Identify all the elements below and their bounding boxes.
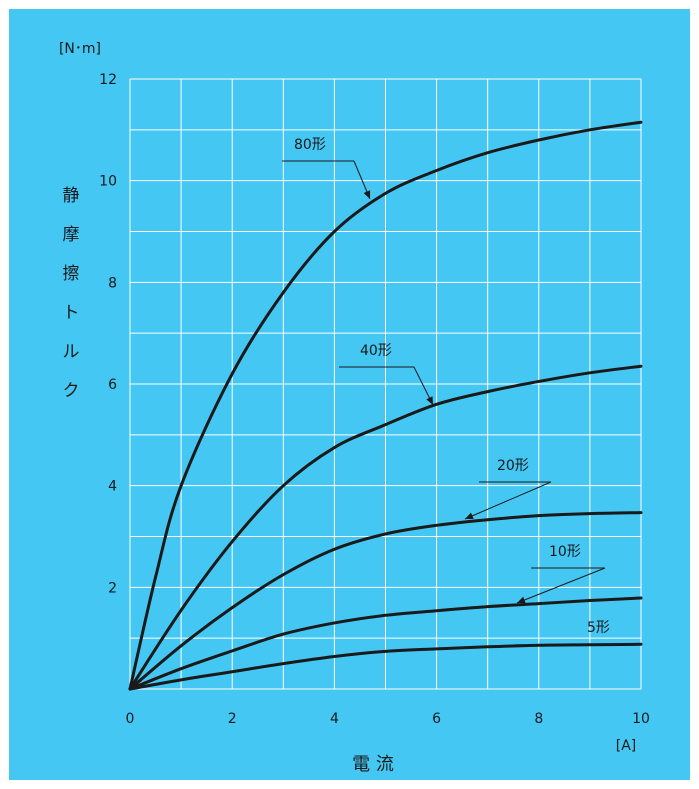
series-line: [128, 596, 643, 691]
chart-background: [9, 9, 690, 780]
y-tick-labels: 2 4 6 8 10 12: [99, 72, 117, 596]
x-tick-label: 8: [534, 711, 543, 727]
x-tick-label: 10: [632, 711, 650, 727]
y-tick-label: 4: [108, 479, 117, 495]
y-tick-label: 6: [108, 377, 117, 393]
arrowhead: [517, 596, 526, 604]
series-label: 40形: [360, 343, 392, 359]
y-axis-label-char: 摩: [62, 225, 80, 245]
y-axis-label-char: ル: [62, 342, 80, 362]
x-tick-label: 2: [228, 711, 237, 727]
series-label: 80形: [294, 137, 326, 153]
y-tick-label: 8: [108, 275, 117, 291]
y-tick-label: 2: [108, 580, 117, 596]
x-tick-label: 0: [126, 711, 135, 727]
y-axis-label-char: 擦: [62, 264, 80, 284]
arrowhead: [426, 396, 433, 405]
series-line: [128, 364, 643, 691]
series-line: [128, 511, 643, 691]
y-axis-label-char: ク: [62, 381, 80, 401]
series-label: 20形: [497, 458, 529, 474]
series-lines: [128, 120, 643, 691]
x-tick-label: 4: [330, 711, 339, 727]
series-line: [128, 642, 643, 691]
y-axis-label-char: 静: [62, 186, 80, 206]
x-tick-label: 6: [432, 711, 441, 727]
y-unit-label: [N･m]: [59, 41, 101, 57]
series-line: [128, 120, 643, 691]
series-label: 10形: [549, 544, 581, 560]
x-axis-label: 電 流: [352, 754, 394, 775]
x-unit-label: [A]: [616, 738, 637, 754]
y-tick-label: 10: [99, 174, 117, 190]
torque-current-chart: 80形 40形 20形 10形 5形 0 2 4 6 8 10 2 4 6 8 10 12 [N･m] [A…: [9, 9, 690, 780]
y-tick-label: 12: [99, 72, 117, 88]
arrowhead: [465, 512, 474, 520]
series-annotations: 80形 40形 20形 10形 5形: [282, 137, 610, 636]
leader-arrow-line: [516, 567, 606, 604]
arrowhead: [363, 190, 371, 199]
x-tick-labels: 0 2 4 6 8 10: [126, 711, 650, 727]
chart-panel: 80形 40形 20形 10形 5形 0 2 4 6 8 10 2 4 6 8 10 12 [N･m] [A…: [9, 9, 690, 780]
series-label: 5形: [587, 620, 610, 636]
leader-arrow-line: [464, 481, 552, 520]
y-axis-label-char: ト: [62, 303, 80, 323]
